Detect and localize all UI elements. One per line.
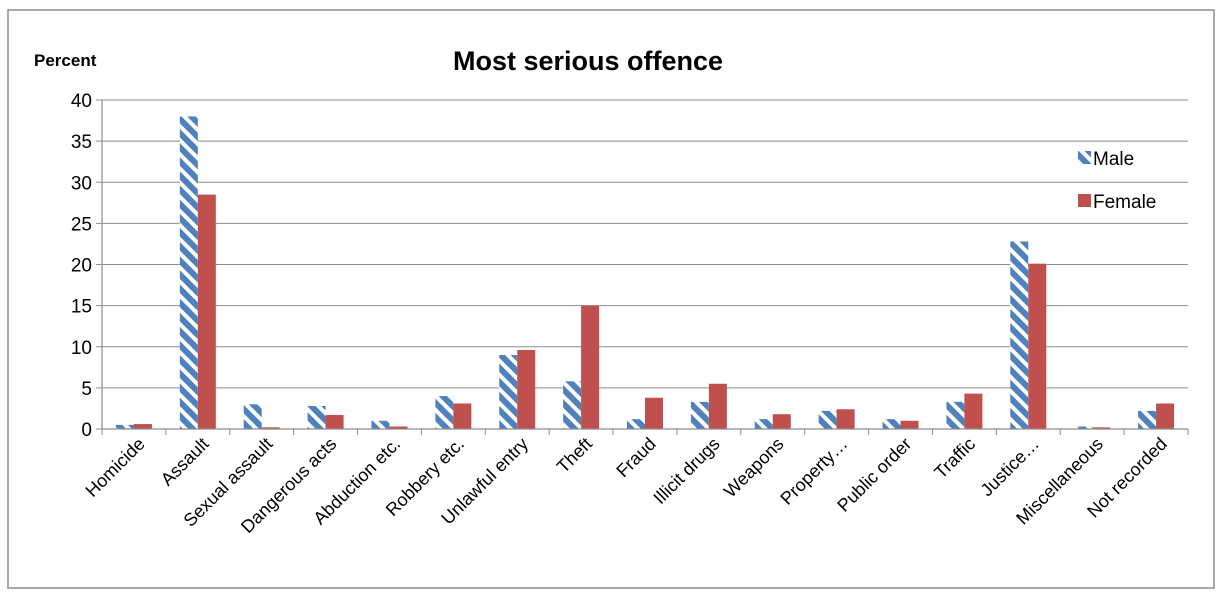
bar-male xyxy=(1010,241,1029,429)
bar-male xyxy=(243,404,262,429)
bar-female xyxy=(133,424,152,429)
y-axis-label: Percent xyxy=(34,51,97,70)
bar-male xyxy=(946,401,965,429)
bar-female xyxy=(261,427,280,429)
axes xyxy=(101,100,1188,430)
bar-female xyxy=(581,305,600,429)
bar-female xyxy=(1092,427,1111,429)
y-tick-label: 20 xyxy=(71,256,92,277)
bar-male xyxy=(754,419,773,429)
bar-male xyxy=(882,419,901,429)
bar-female xyxy=(964,393,983,429)
legend: Male Female xyxy=(1078,149,1156,213)
gridlines xyxy=(102,99,1188,389)
bar-female xyxy=(453,403,472,429)
bar-male xyxy=(563,381,582,429)
bar-female xyxy=(325,415,344,429)
bar-male xyxy=(179,116,198,429)
chart-title: Most serious offence xyxy=(453,46,723,76)
bar-female xyxy=(708,383,727,429)
y-tick-label: 35 xyxy=(71,132,92,153)
bars xyxy=(115,116,1175,429)
bar-female xyxy=(1028,263,1047,429)
bar-male xyxy=(690,401,709,429)
y-tick-label: 25 xyxy=(71,214,92,235)
legend-label-male: Male xyxy=(1093,149,1134,170)
bar-male xyxy=(115,424,134,429)
legend-swatch-male xyxy=(1078,151,1091,164)
bar-female xyxy=(1156,403,1175,429)
legend-swatch-female xyxy=(1078,194,1091,207)
bar-female xyxy=(389,426,408,429)
y-axis-ticks: 0 5 10 15 20 25 30 35 40 xyxy=(71,91,102,441)
y-tick-label: 10 xyxy=(71,338,92,359)
bar-male xyxy=(499,354,518,429)
legend-label-female: Female xyxy=(1093,192,1156,213)
bar-male xyxy=(818,410,837,429)
bar-male xyxy=(435,396,454,429)
bar-male xyxy=(1074,426,1093,429)
bar-male xyxy=(1138,410,1157,429)
y-tick-label: 30 xyxy=(71,173,92,194)
y-tick-label: 15 xyxy=(71,297,92,318)
y-tick-label: 40 xyxy=(71,91,92,112)
bar-female xyxy=(836,409,855,429)
bar-female xyxy=(197,194,216,429)
bar-female xyxy=(772,414,791,429)
y-tick-label: 5 xyxy=(81,379,92,400)
y-tick-label: 0 xyxy=(81,420,92,441)
bar-male xyxy=(371,420,390,429)
bar-female xyxy=(900,420,919,429)
bar-female xyxy=(645,397,663,429)
bar-female xyxy=(517,350,536,429)
bar-male xyxy=(307,405,326,429)
bar-male xyxy=(627,419,645,429)
